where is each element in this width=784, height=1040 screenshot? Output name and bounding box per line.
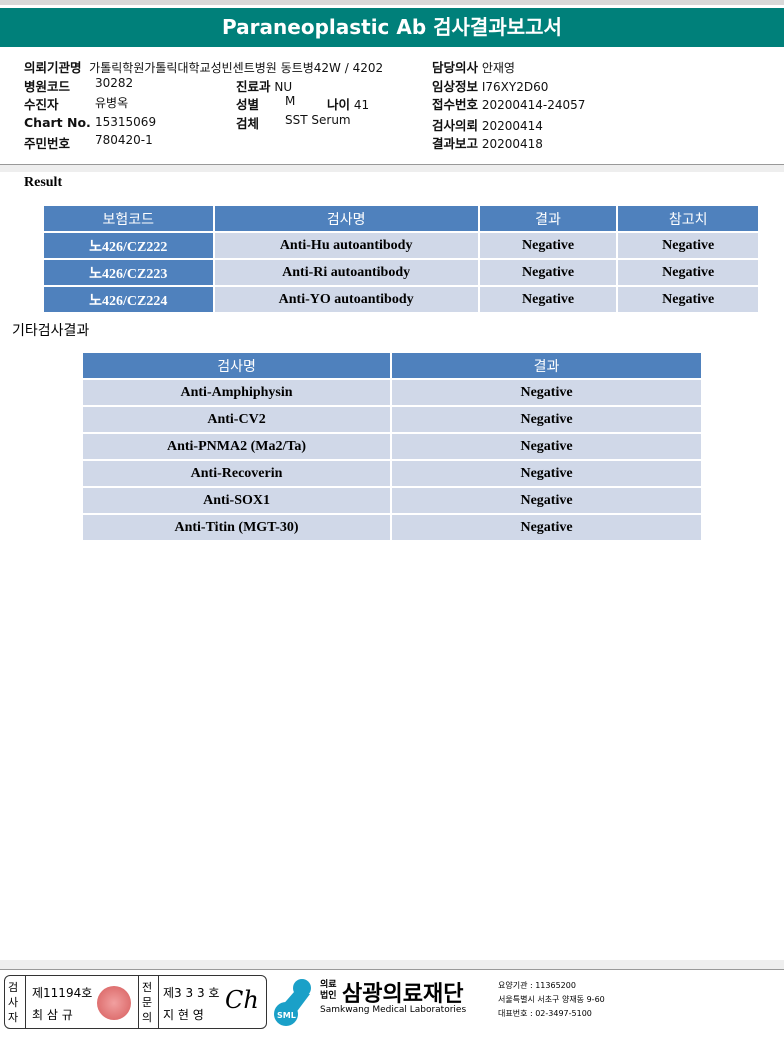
- result-heading: Result: [24, 175, 63, 190]
- info-patient-value: 유병옥: [95, 96, 129, 110]
- specialist-number: 제3 3 3 호: [163, 986, 220, 1000]
- table-cell: Anti-Recoverin: [80, 459, 393, 488]
- table-cell: Anti-YO autoantibody: [212, 285, 480, 314]
- result-table: 보험코드 검사명 결과 참고치 노426/CZ222 Anti-Hu autoantibo…: [42, 204, 760, 314]
- page-title: Paraneoplastic Ab 검사결과보고서: [0, 8, 784, 47]
- column-header: 보험코드: [42, 204, 215, 233]
- info-specimen: 검체: [236, 116, 260, 131]
- table-cell: Negative: [477, 231, 619, 260]
- table-cell: Negative: [390, 405, 703, 434]
- table-cell: Negative: [390, 459, 703, 488]
- org-phone: 대표번호 : 02-3497-5100: [498, 1009, 592, 1018]
- info-age: 나이 41: [327, 97, 370, 112]
- info-ward: 동트병42W / 4202: [280, 61, 384, 75]
- column-header: 검사명: [212, 204, 480, 233]
- org-code: 요양기관 : 11365200: [498, 981, 576, 990]
- table-cell: Negative: [477, 258, 619, 287]
- table-cell: Anti-Titin (MGT-30): [80, 513, 393, 542]
- info-patient: 수진자: [24, 97, 59, 112]
- info-hospcode: 병원코드: [24, 79, 71, 94]
- table-row: Anti-Recoverin Negative: [80, 459, 703, 488]
- table-cell: 노426/CZ222: [42, 231, 215, 260]
- specialist-label: 전문의: [142, 981, 153, 1024]
- info-institution: 의뢰기관명 가톨릭학원가톨릭대학교성빈센트병원 동트병42W / 4202: [24, 57, 383, 76]
- org-en: Samkwang Medical Laboratories: [320, 1005, 467, 1015]
- sml-logo-icon: SML: [274, 979, 311, 1026]
- info-chart-value: 15315069: [95, 115, 157, 129]
- column-header: 참고치: [616, 204, 760, 233]
- info-rrn: 주민번호: [24, 136, 71, 151]
- info-sex-value: M: [285, 94, 296, 108]
- table-cell: Anti-SOX1: [80, 486, 393, 515]
- table-cell: Anti-Amphiphysin: [80, 378, 393, 407]
- table-cell: Negative: [477, 285, 619, 314]
- org-name: 삼광의료재단: [342, 982, 464, 1007]
- info-doctor: 담당의사 안재영: [432, 60, 515, 75]
- table-cell: Negative: [390, 432, 703, 461]
- info-report: 결과보고 20200418: [432, 136, 543, 151]
- table-cell: Anti-Ri autoantibody: [212, 258, 480, 287]
- info-receipt: 접수번호 20200414-24057: [432, 97, 586, 112]
- table-cell: Anti-CV2: [80, 405, 393, 434]
- column-header: 검사명: [80, 351, 393, 380]
- table-cell: Negative: [390, 378, 703, 407]
- table-cell: 노426/CZ223: [42, 258, 215, 287]
- table-cell: 노426/CZ224: [42, 285, 215, 314]
- info-rrn-value: 780420-1: [95, 133, 153, 147]
- column-header: 결과: [390, 351, 703, 380]
- top-border: [0, 0, 784, 5]
- org-type: 의료법인: [320, 980, 337, 1001]
- info-sex: 성별: [236, 97, 260, 112]
- signature: Ch: [225, 986, 259, 1014]
- table-cell: Negative: [616, 231, 760, 260]
- table-row: 노426/CZ223 Anti-Ri autoantibody Negative Ne…: [42, 258, 760, 287]
- table-cell: Negative: [390, 486, 703, 515]
- examiner-name: 최 삼 규: [32, 1008, 73, 1022]
- info-hospcode-value: 30282: [95, 76, 134, 90]
- info-dept: 진료과 NU: [236, 79, 293, 94]
- table-cell: Anti-Hu autoantibody: [212, 231, 480, 260]
- info-clinical: 임상정보 I76XY2D60: [432, 79, 549, 94]
- org-address: 서울특별시 서초구 양재동 9-60: [498, 995, 605, 1004]
- table-row: Anti-Amphiphysin Negative: [80, 378, 703, 407]
- info-chart: Chart No.: [24, 115, 91, 130]
- seal-stamp: [97, 986, 131, 1020]
- table-row: 노426/CZ224 Anti-YO autoantibody Negative Ne…: [42, 285, 760, 314]
- signature-box: 검사자 제11194호 최 삼 규 전문의 제3 3 3 호 지 현 영 Ch: [4, 975, 267, 1029]
- svg-text:SML: SML: [277, 1011, 296, 1020]
- table-row: Anti-Titin (MGT-30) Negative: [80, 513, 703, 542]
- table-row: 노426/CZ222 Anti-Hu autoantibody Negative Ne…: [42, 231, 760, 260]
- column-header: 결과: [477, 204, 619, 233]
- other-heading: 기타검사결과: [12, 323, 90, 339]
- table-cell: Negative: [616, 258, 760, 287]
- table-row: Anti-CV2 Negative: [80, 405, 703, 434]
- other-results-table: 검사명 결과 Anti-Amphiphysin Negative Anti-CV2 Neg…: [80, 351, 703, 542]
- examiner-label: 검사자: [8, 981, 19, 1024]
- table-row: Anti-SOX1 Negative: [80, 486, 703, 515]
- table-cell: Negative: [390, 513, 703, 542]
- info-request: 검사의뢰 20200414: [432, 118, 543, 133]
- info-specimen-value: SST Serum: [285, 113, 351, 127]
- table-cell: Anti-PNMA2 (Ma2/Ta): [80, 432, 393, 461]
- divider: [0, 164, 784, 172]
- institution-label: 의뢰기관명: [24, 60, 82, 75]
- table-cell: Negative: [616, 285, 760, 314]
- examiner-number: 제11194호: [32, 986, 93, 1000]
- specialist-name: 지 현 영: [163, 1008, 204, 1022]
- institution-value: 가톨릭학원가톨릭대학교성빈센트병원: [89, 61, 277, 75]
- table-row: Anti-PNMA2 (Ma2/Ta) Negative: [80, 432, 703, 461]
- footer-divider: [0, 960, 784, 970]
